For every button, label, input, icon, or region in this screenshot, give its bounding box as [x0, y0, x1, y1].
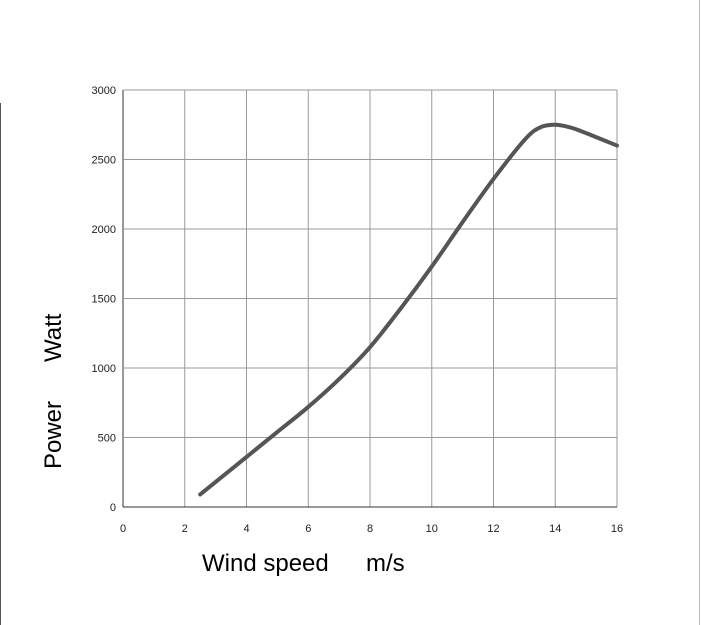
x-axis-unit: m/s — [366, 550, 405, 577]
x-axis-ticks: 0 2 4 6 8 10 12 14 16 — [120, 523, 623, 535]
y-axis-label: Power — [40, 401, 67, 469]
y-tick-label: 2500 — [92, 155, 116, 167]
frame-right-border — [699, 0, 700, 625]
y-tick-label: 1000 — [92, 363, 116, 375]
x-tick-label: 10 — [426, 523, 438, 535]
x-tick-label: 16 — [611, 523, 623, 535]
x-tick-label: 14 — [549, 523, 561, 535]
x-tick-label: 6 — [305, 523, 311, 535]
y-tick-label: 0 — [110, 502, 116, 514]
x-tick-label: 0 — [120, 523, 126, 535]
y-axis-ticks: 0 500 1000 1500 2000 2500 3000 — [92, 85, 116, 514]
grid — [122, 89, 618, 508]
series-layer — [198, 122, 619, 497]
y-axis-unit: Watt — [40, 313, 67, 362]
y-tick-label: 500 — [98, 433, 116, 445]
power-curve-line — [198, 122, 619, 497]
y-tick-label: 1500 — [92, 294, 116, 306]
y-tick-label: 3000 — [92, 85, 116, 97]
x-tick-label: 8 — [367, 523, 373, 535]
x-tick-label: 4 — [243, 523, 249, 535]
x-tick-label: 12 — [487, 523, 499, 535]
y-tick-label: 2000 — [92, 224, 116, 236]
frame-left-border — [0, 103, 1, 625]
x-axis-label: Wind speed — [202, 550, 329, 577]
x-tick-label: 2 — [182, 523, 188, 535]
